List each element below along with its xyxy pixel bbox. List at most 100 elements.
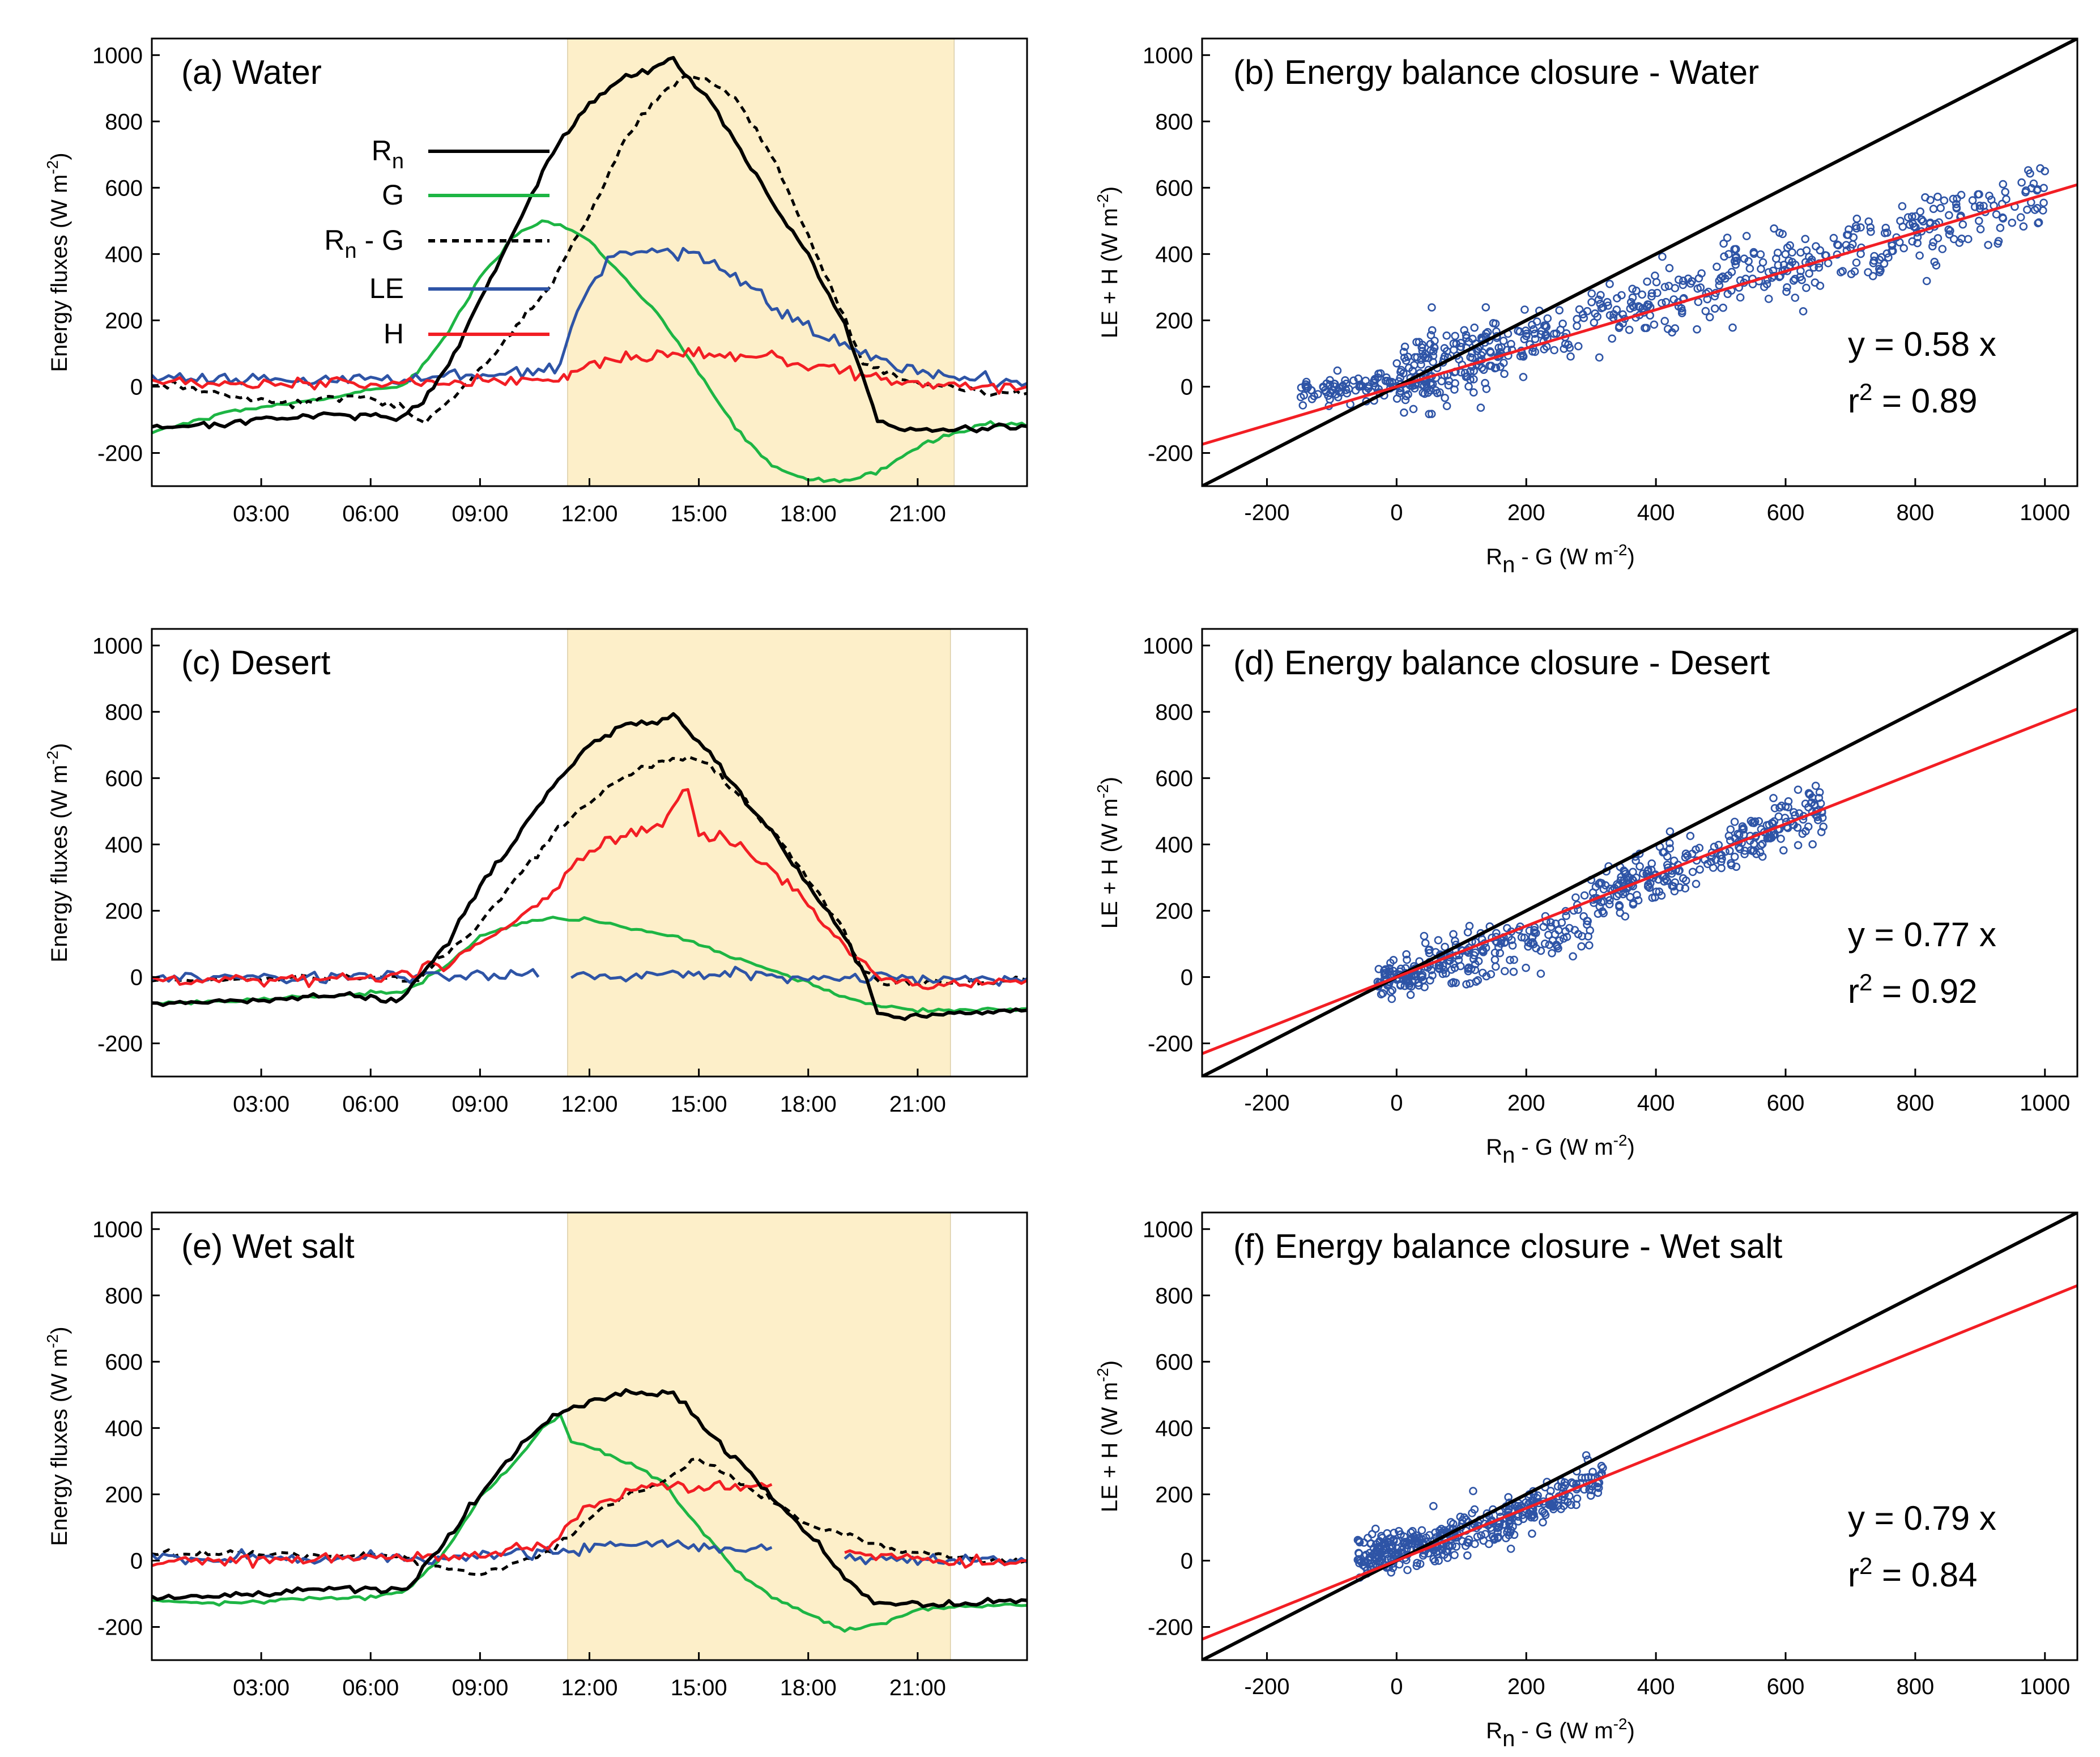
- scatter-point: [1516, 352, 1525, 360]
- scatter-point: [1460, 1513, 1468, 1522]
- scatter-point: [1550, 930, 1560, 939]
- y-tick-label: -200: [1148, 441, 1193, 466]
- scatter-point: [1434, 936, 1443, 945]
- x-label-b: - G (W m: [1515, 1718, 1613, 1743]
- x-tick-label: 1000: [2020, 1091, 2070, 1116]
- scatter-point: [1548, 949, 1556, 958]
- series-line-rn: [152, 56, 1027, 433]
- scatter-point: [1428, 326, 1437, 335]
- scatter-point: [1541, 1511, 1550, 1520]
- y-label-end: ): [1097, 777, 1122, 784]
- scatter-point: [1429, 1501, 1438, 1511]
- scatter-point: [1470, 1505, 1479, 1514]
- scatter-point: [1774, 812, 1783, 821]
- scatter-point: [1794, 841, 1803, 849]
- legend-label-main: R: [372, 135, 392, 167]
- y-tick-label: 200: [1155, 308, 1193, 333]
- scatter-point: [1493, 938, 1501, 947]
- scatter-point: [1842, 241, 1851, 249]
- scatter-point: [1375, 1538, 1385, 1546]
- x-label-sup: -2: [1613, 1715, 1628, 1733]
- scatter-point: [1898, 202, 1907, 211]
- scatter-point: [1506, 1545, 1515, 1553]
- scatter-point: [1335, 387, 1343, 396]
- scatter-point: [1404, 352, 1412, 361]
- y-label-sup: -2: [1094, 1368, 1111, 1382]
- scatter-point: [1715, 276, 1724, 285]
- scatter-point: [1387, 994, 1396, 1003]
- x-tick-label: 0: [1390, 500, 1403, 525]
- scatter-point: [1477, 1531, 1485, 1540]
- scatter-point: [1732, 256, 1741, 265]
- scatter-point: [1866, 223, 1875, 232]
- y-tick-label: 400: [105, 832, 143, 857]
- scatter-point: [1730, 818, 1739, 826]
- x-tick-label: -200: [1244, 1674, 1289, 1699]
- y-tick-label: 200: [105, 308, 143, 333]
- scatter-point: [1647, 289, 1656, 297]
- y-tick-label: 0: [130, 375, 143, 399]
- scatter-point: [1419, 1551, 1428, 1560]
- scatter-point: [1442, 969, 1450, 978]
- scatter-point: [1635, 862, 1644, 871]
- scatter-point: [1738, 825, 1747, 834]
- scatter-point: [1531, 334, 1540, 343]
- x-label-sub: n: [1502, 1726, 1515, 1751]
- scatter-point: [2002, 195, 2010, 203]
- scatter-point: [1813, 816, 1822, 824]
- x-tick-label: 18:00: [780, 1092, 837, 1117]
- scatter-point: [1421, 354, 1430, 363]
- panel-title: (f) Energy balance closure - Wet salt: [1233, 1227, 1783, 1265]
- y-tick-label: -200: [97, 441, 143, 466]
- scatter-point: [1403, 955, 1411, 964]
- legend-label-main: G: [382, 179, 404, 211]
- x-tick-label: 800: [1897, 500, 1935, 525]
- series-line-h: [152, 788, 1027, 990]
- scatter-point: [1688, 867, 1697, 877]
- scatter-point: [1628, 284, 1637, 293]
- scatter-point: [1591, 882, 1600, 891]
- scatter-point: [1732, 252, 1741, 261]
- y-tick-label: 1000: [1143, 43, 1193, 68]
- scatter-point: [1483, 327, 1492, 337]
- scatter-point: [1463, 928, 1472, 937]
- scatter-point: [2029, 179, 2038, 188]
- scatter-point: [1671, 284, 1680, 292]
- y-label-sup: -2: [1094, 784, 1111, 798]
- scatter-point: [1574, 930, 1583, 938]
- x-tick-label: 09:00: [451, 1675, 508, 1700]
- scatter-point: [1413, 1559, 1421, 1567]
- scatter-point: [1585, 941, 1594, 950]
- scatter-point: [1779, 846, 1788, 855]
- panel-c: -200 0 200 400 600 800 1000 03:00 06:00 09:00 12:0…: [44, 628, 1028, 1117]
- scatter-point: [1383, 376, 1392, 385]
- y-tick-label: 400: [105, 242, 143, 267]
- scatter-point: [1837, 268, 1845, 276]
- scatter-point: [1560, 344, 1568, 353]
- scatter-point: [1500, 369, 1509, 378]
- scatter-point: [1326, 395, 1334, 404]
- scatter-point: [1788, 248, 1796, 257]
- scatter-point: [1769, 794, 1778, 802]
- scatter-point: [1867, 227, 1875, 236]
- x-tick-label: 0: [1390, 1091, 1403, 1116]
- one-to-one-line: [1202, 39, 2077, 486]
- scatter-point: [1485, 1539, 1493, 1548]
- legend-label: Rn - G: [324, 224, 404, 263]
- plot-frame: [1201, 1211, 2078, 1661]
- y-axis-label: LE + H (W m-2): [1094, 1360, 1122, 1512]
- scatter-point: [1440, 344, 1449, 352]
- panel-d: -200 0 200 400 600 800 1000 -200 0 200 400 600 800 10…: [1094, 628, 2078, 1168]
- y-tick-label: 1000: [1143, 633, 1193, 658]
- x-label-sub: n: [1502, 552, 1515, 577]
- scatter-point: [1436, 961, 1444, 969]
- series-line-g: [152, 1413, 1027, 1633]
- y-tick-label: -200: [1148, 1031, 1193, 1056]
- series-line-rn: [152, 1388, 1027, 1609]
- scatter-point: [1658, 299, 1666, 308]
- scatter-point: [1540, 939, 1549, 948]
- scatter-point: [1549, 1505, 1558, 1513]
- scatter-point: [1506, 1516, 1515, 1525]
- scatter-point: [1665, 839, 1674, 848]
- scatter-point: [1356, 1556, 1364, 1565]
